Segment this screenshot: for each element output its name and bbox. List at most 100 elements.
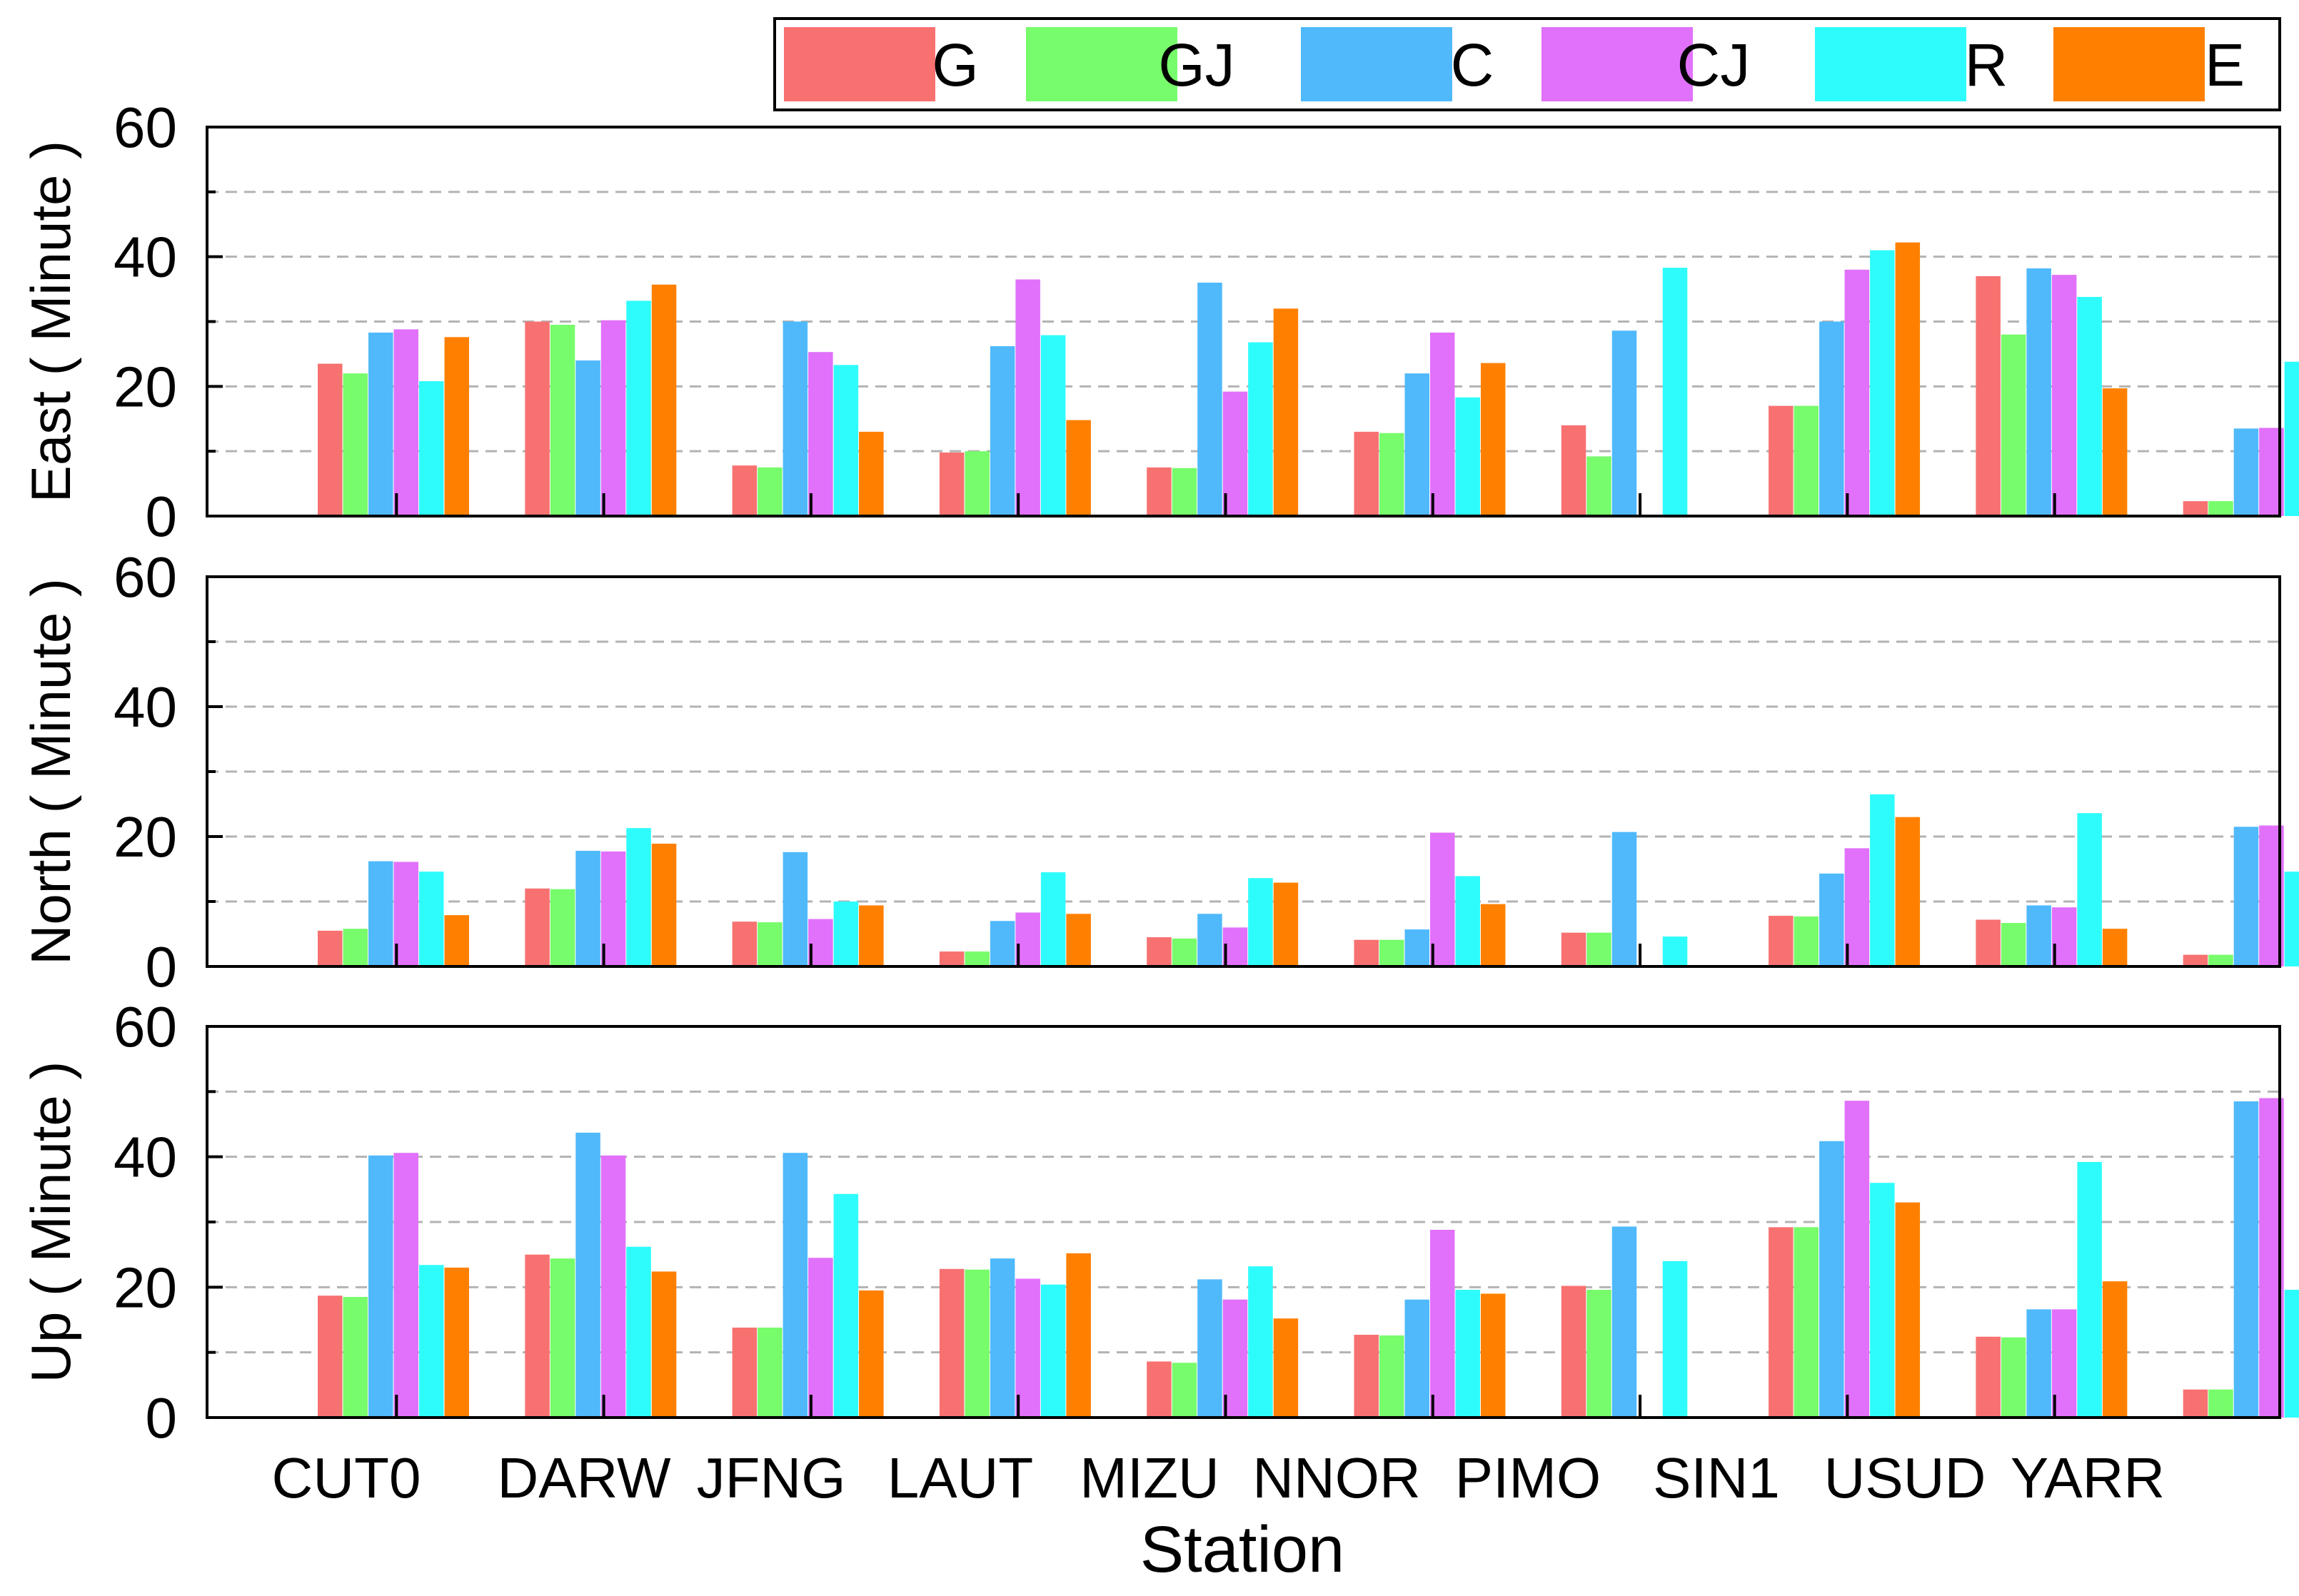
bar-c-sin1 [1819,873,1844,966]
bar-c-sin1 [1819,321,1844,516]
bar-r-nnor [1455,876,1480,966]
bar-g-cut0 [318,1296,343,1418]
bar-g-sin1 [1769,916,1794,966]
bar-e-mizu [1273,308,1299,516]
bar-gj-darw [550,325,575,516]
bar-gj-usud [2001,334,2026,516]
bar-g-pimo [1561,1286,1586,1418]
bar-c-mizu [1197,914,1222,966]
bar-c-pimo [1611,330,1637,516]
bar-g-darw [525,321,550,516]
bar-e-cut0 [444,1267,469,1418]
bar-cj-nnor [1430,332,1455,516]
bar-g-pimo [1561,932,1586,966]
bar-e-mizu [1273,882,1299,966]
bar-r-sin1 [1870,250,1895,516]
bar-r-usud [2077,813,2102,966]
bar-r-pimo [1662,936,1688,966]
bar-c-yarr [2233,428,2259,516]
bar-e-darw [651,1271,677,1418]
bar-g-mizu [1147,1361,1172,1418]
bar-cj-nnor [1430,1229,1455,1418]
bar-r-nnor [1455,397,1480,516]
bar-r-darw [626,300,651,516]
y-tick-label: 0 [146,1386,178,1450]
bar-gj-cut0 [343,1297,368,1418]
bar-c-nnor [1404,1299,1429,1418]
bar-g-nnor [1354,431,1379,516]
bar-e-nnor [1481,904,1506,966]
legend-swatch-c [1301,27,1452,101]
legend-swatch-g [784,27,935,101]
legend-swatch-cj [1541,27,1693,101]
bar-gj-darw [550,1258,575,1418]
bar-gj-pimo [1586,932,1611,966]
bar-gj-usud [2001,1337,2026,1418]
bar-gj-laut [965,951,990,966]
bar-gj-nnor [1379,1335,1404,1418]
x-tick-label-yarr: YARR [2011,1446,2165,1510]
bar-cj-sin1 [1844,269,1870,516]
bar-r-pimo [1662,1261,1688,1418]
y-tick-label: 60 [114,995,177,1059]
bar-gj-jfng [758,1327,783,1418]
bar-gj-mizu [1172,938,1197,966]
bar-c-darw [575,1132,600,1418]
bar-e-nnor [1481,1293,1506,1418]
y-tick-label: 60 [114,96,177,159]
bar-gj-sin1 [1794,405,1819,516]
bar-gj-yarr [2208,501,2233,516]
y-tick-label: 40 [114,226,177,289]
bar-g-yarr [2183,1389,2208,1418]
bar-r-jfng [833,365,859,516]
bar-gj-pimo [1586,456,1611,516]
bar-r-sin1 [1870,1183,1895,1418]
legend-label-cj: CJ [1677,31,1751,99]
bar-gj-cut0 [343,373,368,516]
bar-gj-nnor [1379,939,1404,966]
bar-e-jfng [859,905,884,966]
bar-r-yarr [2284,872,2299,966]
bar-r-darw [626,828,651,966]
bar-e-sin1 [1895,242,1921,516]
legend-box [773,17,2281,111]
x-tick-label-nnor: NNOR [1252,1446,1421,1510]
y-tick-label: 20 [114,1256,177,1319]
bar-g-darw [525,888,550,966]
bar-gj-usud [2001,923,2026,966]
bar-e-usud [2102,1281,2128,1418]
bar-c-jfng [783,321,808,516]
bar-g-laut [939,452,965,516]
bar-g-mizu [1147,467,1172,516]
bar-g-laut [939,1268,965,1418]
bar-c-cut0 [368,332,393,516]
bar-r-sin1 [1870,794,1895,966]
bar-gj-jfng [758,467,783,516]
plot-frame [206,575,2281,968]
bar-r-nnor [1455,1289,1480,1418]
bar-e-cut0 [444,337,469,516]
bar-g-jfng [732,465,758,516]
bar-e-usud [2102,929,2128,966]
bar-g-sin1 [1769,1227,1794,1418]
bar-cj-darw [600,1155,626,1418]
bar-e-nnor [1481,363,1506,516]
bar-e-laut [1066,1253,1091,1418]
bar-r-cut0 [419,1265,444,1418]
bar-e-darw [651,284,677,516]
bar-e-jfng [859,1290,884,1418]
x-tick-label-laut: LAUT [887,1446,1034,1510]
bar-r-darw [626,1246,651,1418]
bar-e-jfng [859,431,884,516]
y-tick-label: 20 [114,355,177,418]
panel-3: 0 20 40 60 Up ( Minute ) [19,995,2299,1450]
y-tick-label: 0 [146,935,178,999]
bar-c-yarr [2233,1101,2259,1418]
bar-c-darw [575,851,600,966]
bar-gj-cut0 [343,929,368,966]
bar-c-cut0 [368,861,393,966]
bar-cj-laut [1015,1278,1040,1418]
bar-g-usud [1976,276,2001,516]
bar-gj-nnor [1379,433,1404,516]
bar-c-usud [2026,905,2051,966]
